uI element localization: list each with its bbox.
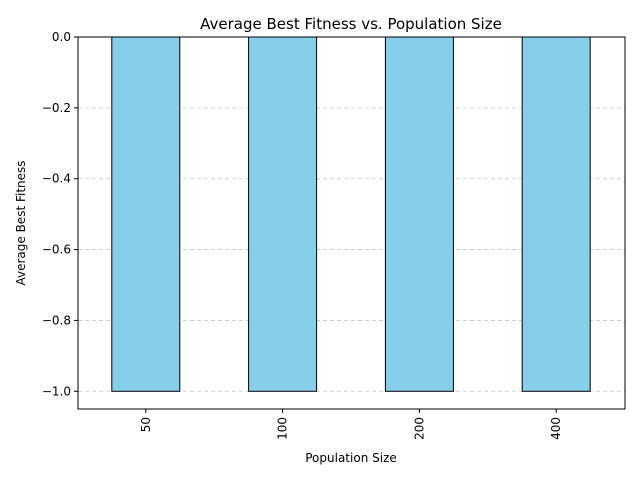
x-tick-label: 400 [549, 417, 563, 440]
x-tick-label: 50 [139, 417, 153, 432]
bar-200 [384, 36, 454, 392]
bars [111, 36, 591, 392]
bar-100 [248, 36, 318, 392]
y-tick-label: −0.4 [42, 172, 71, 186]
bar-50 [111, 36, 181, 392]
y-tick-label: 0.0 [52, 30, 71, 44]
x-tick-label: 100 [276, 417, 290, 440]
y-tick-label: −1.0 [42, 384, 71, 398]
y-tick-label: −0.8 [42, 313, 71, 327]
chart-title: Average Best Fitness vs. Population Size [200, 15, 502, 33]
y-axis-label: Average Best Fitness [14, 160, 28, 285]
bar-400 [521, 36, 591, 392]
y-axis-ticks: 0.0 −0.2 −0.4 −0.6 −0.8 −1.0 [42, 30, 78, 398]
plot-frame [77, 36, 626, 410]
x-axis-label: Population Size [305, 451, 397, 465]
y-tick-label: −0.2 [42, 101, 71, 115]
x-axis-ticks: 50 100 200 400 [139, 409, 563, 440]
y-tick-label: −0.6 [42, 243, 71, 257]
x-tick-label: 200 [412, 417, 426, 440]
